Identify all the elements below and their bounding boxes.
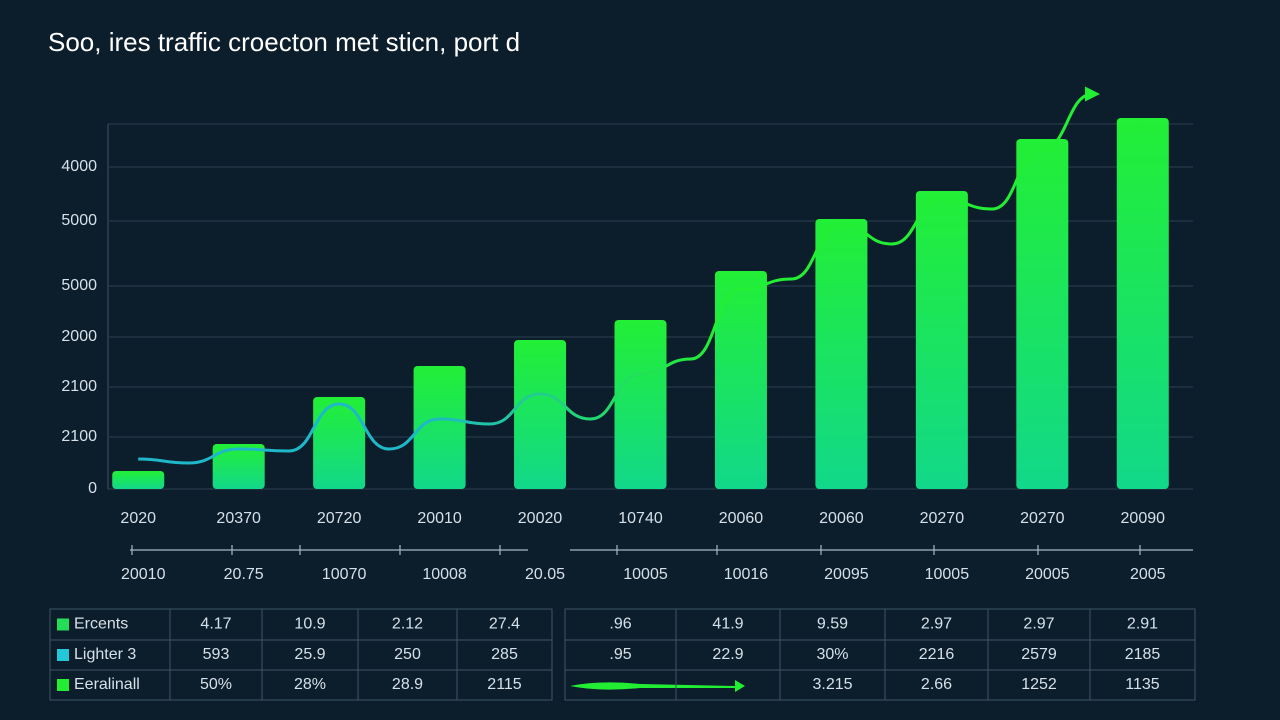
table-value: 2216 bbox=[919, 646, 955, 663]
table-value: 28.9 bbox=[392, 676, 423, 693]
x-tick-label: 20270 bbox=[920, 510, 965, 527]
table-value: 2579 bbox=[1021, 646, 1057, 663]
x-sub-label: 20095 bbox=[824, 566, 869, 583]
table-cell bbox=[456, 669, 553, 701]
x-sub-label: 20.05 bbox=[525, 566, 565, 583]
x-sub-label: 10005 bbox=[925, 566, 970, 583]
table-value: 2.97 bbox=[921, 616, 952, 633]
bar bbox=[514, 340, 567, 489]
y-tick-label: 2100 bbox=[61, 428, 97, 445]
y-tick-label: 5000 bbox=[61, 212, 97, 229]
table-value: 250 bbox=[394, 646, 421, 663]
legend-label: Eeralinall bbox=[74, 676, 140, 693]
table-value: .95 bbox=[609, 646, 631, 663]
table-value: 41.9 bbox=[712, 616, 743, 633]
bar bbox=[313, 397, 366, 489]
table-value: 593 bbox=[203, 646, 230, 663]
y-tick-label: 2000 bbox=[61, 328, 97, 345]
table-value: 285 bbox=[491, 646, 518, 663]
x-sub-label: 20005 bbox=[1025, 566, 1070, 583]
y-tick-label: 4000 bbox=[61, 158, 97, 175]
table-value: 27.4 bbox=[489, 616, 520, 633]
bar bbox=[413, 366, 466, 489]
bar bbox=[212, 444, 265, 489]
x-tick-label: 20020 bbox=[518, 510, 563, 527]
table-value: 2.91 bbox=[1127, 616, 1158, 633]
x-sub-label: 20010 bbox=[121, 566, 166, 583]
x-tick-label: 20060 bbox=[719, 510, 764, 527]
legend-label: Ercents bbox=[74, 616, 128, 633]
x-tick-label: 20720 bbox=[317, 510, 362, 527]
y-tick-label: 5000 bbox=[61, 277, 97, 294]
x-tick-label: 20270 bbox=[1020, 510, 1065, 527]
legend-swatch bbox=[57, 649, 69, 661]
bar bbox=[112, 471, 165, 489]
table-value: 1252 bbox=[1021, 676, 1057, 693]
x-tick-label: 20010 bbox=[417, 510, 462, 527]
table-value: 2.97 bbox=[1023, 616, 1054, 633]
table-value: 22.9 bbox=[712, 646, 743, 663]
x-sub-label: 10016 bbox=[724, 566, 769, 583]
legend-swatch bbox=[57, 679, 69, 691]
bar bbox=[1016, 139, 1069, 489]
y-tick-label: 0 bbox=[88, 480, 97, 497]
table-value: 28% bbox=[294, 676, 326, 693]
table-value: 9.59 bbox=[817, 616, 848, 633]
table-value: 2115 bbox=[487, 676, 522, 693]
table-value: 25.9 bbox=[294, 646, 325, 663]
table-value: 3.215 bbox=[812, 676, 852, 693]
bar bbox=[815, 219, 868, 489]
x-tick-label: 20090 bbox=[1121, 510, 1166, 527]
chart-title: Soo, ires traffic croecton met sticn, po… bbox=[48, 27, 520, 57]
x-tick-label: 2020 bbox=[120, 510, 156, 527]
table-arrow bbox=[570, 680, 745, 692]
trend-line bbox=[138, 86, 1101, 465]
legend-swatch bbox=[57, 618, 69, 631]
table-value: 10.9 bbox=[294, 616, 325, 633]
legend-label: Lighter 3 bbox=[74, 646, 136, 663]
x-tick-label: 20370 bbox=[216, 510, 261, 527]
x-tick-label: 10740 bbox=[618, 510, 663, 527]
table-value: 50% bbox=[200, 676, 232, 693]
bar bbox=[1116, 118, 1169, 489]
table-value: 2.66 bbox=[921, 676, 952, 693]
table-value: 2.12 bbox=[392, 616, 423, 633]
table-cell bbox=[1089, 669, 1196, 701]
bar bbox=[915, 191, 968, 489]
x-sub-label: 10070 bbox=[322, 566, 367, 583]
x-sub-label: 10005 bbox=[623, 566, 668, 583]
x-sub-label: 10008 bbox=[422, 566, 467, 583]
bar bbox=[614, 320, 667, 489]
x-ruler bbox=[130, 545, 1193, 555]
table-value: 2185 bbox=[1125, 646, 1161, 663]
table-value: 30% bbox=[816, 646, 848, 663]
bar bbox=[714, 271, 767, 489]
table-value: 1135 bbox=[1125, 676, 1160, 693]
table-value: 4.17 bbox=[200, 616, 231, 633]
x-tick-label: 20060 bbox=[819, 510, 864, 527]
table-value: .96 bbox=[609, 616, 631, 633]
y-tick-label: 2100 bbox=[61, 378, 97, 395]
x-sub-label: 2005 bbox=[1130, 566, 1166, 583]
x-sub-label: 20.75 bbox=[224, 566, 264, 583]
